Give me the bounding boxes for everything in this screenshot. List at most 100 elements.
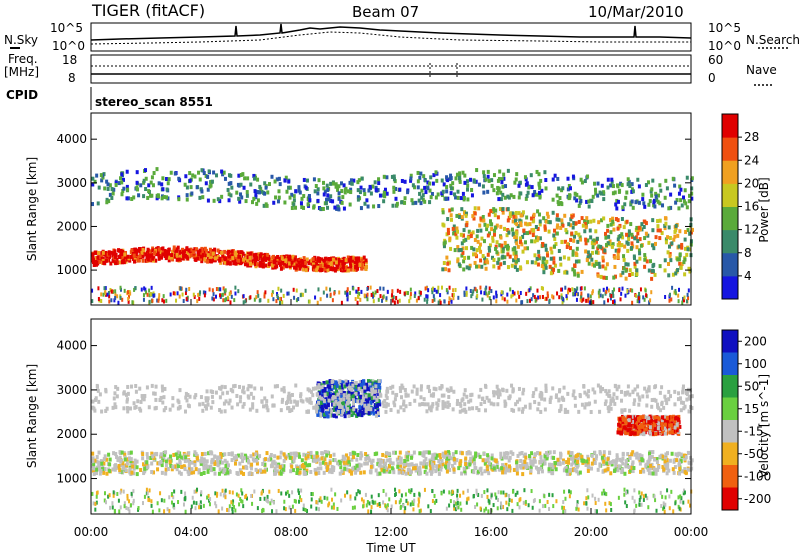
- power-cell: [341, 261, 345, 266]
- velocity-cell: [342, 457, 346, 462]
- velocity-cell: [618, 430, 622, 435]
- velocity-cell: [310, 454, 314, 459]
- velocity-cell: [590, 461, 594, 466]
- power-cell: [541, 294, 544, 299]
- power-cell: [477, 206, 481, 211]
- power-cell: [494, 208, 498, 213]
- power-cell: [616, 218, 620, 223]
- power-cell: [122, 186, 126, 191]
- velocity-cell: [347, 389, 351, 394]
- power-cell: [204, 248, 208, 253]
- power-cell: [474, 252, 478, 257]
- power-cell: [323, 266, 327, 271]
- power-cell: [538, 236, 542, 241]
- power-cell: [580, 216, 584, 221]
- power-cell: [317, 178, 321, 183]
- power-cell: [288, 256, 292, 261]
- power-cell: [433, 287, 436, 292]
- velocity-cell: [217, 455, 221, 460]
- power-cell: [151, 298, 154, 303]
- power-cell: [599, 191, 603, 196]
- power-cell: [279, 266, 283, 271]
- velocity-cell: [369, 392, 373, 397]
- power-cell: [638, 256, 642, 261]
- power-cell: [263, 191, 267, 196]
- power-cell: [535, 238, 539, 243]
- power-cell: [483, 222, 487, 227]
- power-cell: [493, 225, 497, 230]
- velocity-cell: [619, 426, 623, 431]
- power-cell: [465, 265, 469, 270]
- power-cell: [558, 295, 561, 300]
- velocity-cell: [500, 466, 504, 471]
- power-cell: [290, 206, 294, 211]
- power-cell: [341, 195, 345, 200]
- power-cell: [637, 248, 641, 253]
- power-cell: [515, 241, 519, 246]
- power-cell: [346, 255, 350, 260]
- velocity-cell: [505, 455, 509, 460]
- power-cell: [446, 178, 450, 183]
- power-cell: [484, 177, 488, 182]
- power-cell: [299, 293, 302, 298]
- velocity-cell: [529, 465, 533, 470]
- power-cell: [600, 218, 604, 223]
- power-cell: [109, 261, 113, 266]
- power-cell: [506, 292, 509, 297]
- power-cell: [455, 172, 459, 177]
- power-cell: [230, 253, 234, 258]
- power-cell: [531, 233, 535, 238]
- power-cell: [223, 249, 227, 254]
- velocity-cell: [118, 450, 122, 455]
- power-cell: [393, 300, 396, 305]
- velocity-cell: [176, 464, 180, 469]
- power-cell: [318, 267, 322, 272]
- power-cell: [487, 248, 491, 253]
- power-cell: [521, 300, 524, 305]
- power-cell: [488, 296, 491, 301]
- velocity-cell: [662, 467, 666, 472]
- velocity-cell: [650, 454, 654, 459]
- power-cell: [621, 205, 625, 210]
- power-cell: [608, 239, 612, 244]
- power-cell: [580, 269, 584, 274]
- velocity-cell: [153, 452, 157, 457]
- power-cell: [480, 290, 483, 295]
- power-cell: [656, 228, 660, 233]
- velocity-cell: [350, 457, 354, 462]
- power-cell: [546, 291, 549, 296]
- power-cell: [541, 243, 545, 248]
- power-cell: [234, 291, 237, 296]
- power-cell: [477, 264, 481, 269]
- velocity-cell: [650, 422, 654, 427]
- velocity-cell: [681, 469, 685, 474]
- power-cell: [105, 197, 109, 202]
- velocity-cell: [576, 459, 580, 464]
- power-cell: [100, 251, 104, 256]
- power-cell: [413, 185, 417, 190]
- velocity-cell: [576, 453, 580, 458]
- power-cell: [451, 293, 454, 298]
- power-cell: [108, 251, 112, 256]
- power-cell: [424, 286, 427, 291]
- power-cell: [142, 297, 145, 302]
- velocity-cell: [352, 411, 356, 416]
- velocity-cell: [205, 459, 209, 464]
- power-cell: [374, 187, 378, 192]
- power-cell: [668, 292, 671, 297]
- velocity-cell: [321, 451, 325, 456]
- power-cell: [658, 201, 662, 206]
- power-cell: [495, 294, 498, 299]
- velocity-cell: [260, 469, 264, 474]
- velocity-cell: [575, 469, 579, 474]
- power-cell: [604, 275, 608, 280]
- power-cell: [334, 182, 338, 187]
- power-cell: [495, 290, 498, 295]
- power-cell: [575, 288, 578, 293]
- power-cell: [674, 223, 678, 228]
- velocity-cell: [150, 461, 154, 466]
- power-cell: [220, 257, 224, 262]
- velocity-cell: [204, 463, 208, 468]
- power-cell: [246, 176, 250, 181]
- power-cell: [506, 194, 510, 199]
